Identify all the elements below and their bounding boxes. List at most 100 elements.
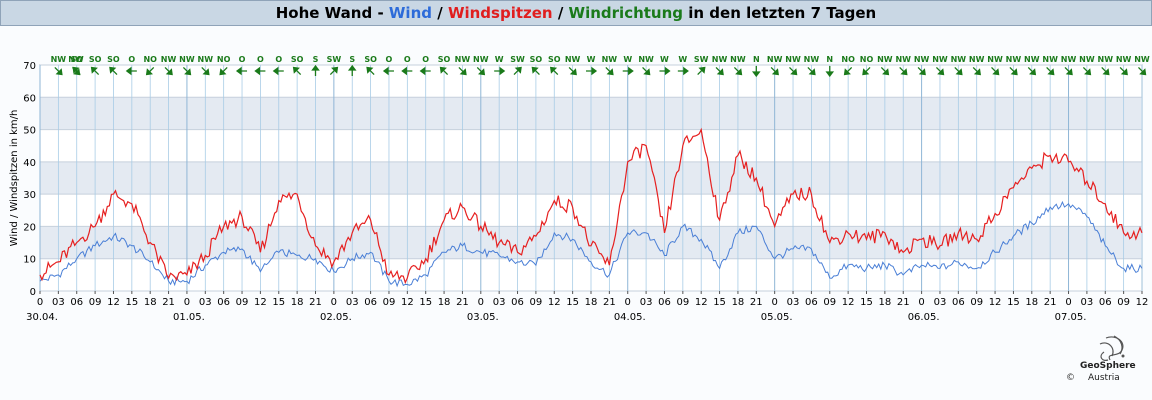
direction-label: NW <box>987 55 1003 64</box>
direction-label: NW <box>455 55 471 64</box>
x-tick-label: 21 <box>456 297 469 308</box>
direction-arrow-icon <box>1009 67 1018 76</box>
direction-arrow-icon <box>862 67 871 76</box>
direction-arrow-icon <box>659 66 671 76</box>
x-tick-label: 09 <box>676 297 689 308</box>
direction-arrow-icon <box>1027 67 1037 76</box>
x-tick-label: 03 <box>52 297 65 308</box>
x-tick-label: 21 <box>897 297 910 308</box>
direction-label: SO <box>107 55 120 64</box>
direction-arrow-icon <box>366 66 375 75</box>
direction-label: NW <box>1061 55 1077 64</box>
direction-arrow-icon <box>954 67 963 76</box>
direction-arrow-icon <box>770 67 779 76</box>
direction-arrow-icon <box>642 67 651 76</box>
direction-label: O <box>404 55 411 64</box>
direction-arrow-icon <box>991 67 1000 76</box>
direction-arrow-icon <box>235 66 248 76</box>
direction-label: NW <box>638 55 654 64</box>
direction-label: NO <box>143 55 157 64</box>
x-tick-label: 15 <box>566 297 579 308</box>
direction-label: N <box>753 55 760 64</box>
direction-arrow-icon <box>972 67 982 76</box>
direction-label: NO <box>860 55 874 64</box>
direction-label: NW <box>730 55 746 64</box>
direction-arrow-icon <box>439 66 449 75</box>
direction-arrow-icon <box>1082 67 1092 76</box>
direction-label: NW <box>473 55 489 64</box>
logo-name: GeoSphere <box>1080 361 1136 371</box>
direction-arrow-icon <box>917 67 926 76</box>
x-tick-label: 03 <box>934 297 947 308</box>
x-tick-label: 03 <box>346 297 359 308</box>
direction-arrow-icon <box>1119 67 1128 76</box>
y-tick-label: 50 <box>23 126 36 137</box>
x-tick-label: 09 <box>89 297 102 308</box>
direction-label: NW <box>951 55 967 64</box>
x-tick-label: 21 <box>603 297 616 308</box>
x-tick-label: 12 <box>695 297 708 308</box>
x-tick-label: 15 <box>125 297 138 308</box>
direction-arrow-icon <box>458 67 467 76</box>
title-sep-1: - <box>372 4 389 22</box>
x-tick-label: 21 <box>750 297 763 308</box>
x-tick-label: 18 <box>438 297 451 308</box>
direction-label: W <box>660 55 669 64</box>
direction-label: NO <box>841 55 855 64</box>
direction-label: SO <box>364 55 377 64</box>
direction-arrow-icon <box>825 66 835 78</box>
x-tick-label: 03 <box>493 297 506 308</box>
x-tick-label: 12 <box>842 297 855 308</box>
direction-label: NW <box>602 55 618 64</box>
direction-label: SW <box>327 55 342 64</box>
date-label: 07.05. <box>1055 312 1087 323</box>
date-label: 06.05. <box>908 312 940 323</box>
x-tick-label: 18 <box>1025 297 1038 308</box>
direction-label: SO <box>438 55 451 64</box>
x-tick-label: 18 <box>585 297 598 308</box>
direction-label: SO <box>70 55 83 64</box>
y-axis-label: Wind / Windspitzen in km/h <box>9 110 20 247</box>
direction-arrow-icon <box>329 66 339 75</box>
series-line-wind <box>39 200 1143 288</box>
y-tick-label: 40 <box>23 158 36 169</box>
direction-arrow-icon <box>125 66 137 76</box>
x-tick-label: 0 <box>1065 297 1071 308</box>
direction-arrow-icon <box>109 66 118 75</box>
y-tick-label: 70 <box>23 61 36 72</box>
title-sep-2: / <box>432 4 448 22</box>
direction-arrow-icon <box>697 66 706 75</box>
direction-label: NO <box>217 55 231 64</box>
x-tick-label: 09 <box>823 297 836 308</box>
direction-label: NW <box>914 55 930 64</box>
direction-arrow-icon <box>605 67 614 76</box>
x-tick-label: 0 <box>478 297 484 308</box>
direction-label: SO <box>291 55 304 64</box>
direction-label: O <box>386 55 393 64</box>
direction-arrow-icon <box>476 67 486 76</box>
x-tick-label: 15 <box>272 297 285 308</box>
y-tick-label: 0 <box>30 287 36 298</box>
direction-arrow-icon <box>347 64 357 76</box>
x-tick-label: 03 <box>1081 297 1094 308</box>
logo-sub: Austria <box>1088 373 1120 383</box>
direction-label: NW <box>1024 55 1040 64</box>
direction-arrow-icon <box>254 66 266 76</box>
direction-label: NW <box>68 55 84 64</box>
direction-arrow-icon <box>54 67 63 76</box>
date-label: 05.05. <box>761 312 793 323</box>
direction-arrow-icon <box>880 67 890 76</box>
x-tick-label: 06 <box>952 297 965 308</box>
direction-label: W <box>587 55 596 64</box>
direction-label: NW <box>785 55 801 64</box>
y-tick-label: 30 <box>23 190 36 201</box>
x-tick-label: 0 <box>37 297 43 308</box>
direction-label: NW <box>1098 55 1114 64</box>
x-tick-label: 06 <box>1099 297 1112 308</box>
x-tick-label: 06 <box>70 297 83 308</box>
x-tick-label: 0 <box>625 297 631 308</box>
direction-arrow-icon <box>382 66 394 76</box>
x-tick-label: 12 <box>401 297 414 308</box>
x-tick-label: 09 <box>530 297 543 308</box>
